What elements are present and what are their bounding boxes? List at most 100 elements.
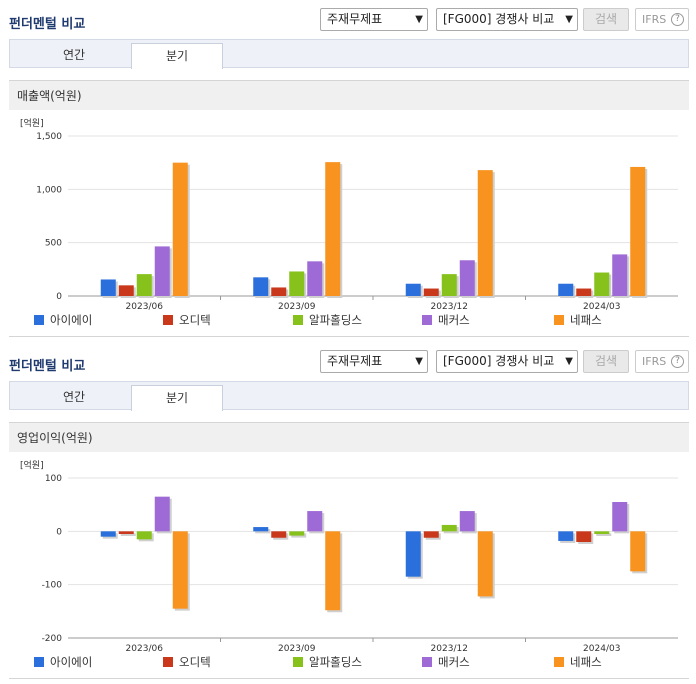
bar — [100, 279, 116, 296]
x-tick-label: 2024/03 — [583, 644, 620, 654]
legend-swatch — [554, 657, 564, 667]
bar — [253, 277, 269, 296]
help-icon: ? — [671, 355, 684, 368]
bar — [423, 288, 439, 296]
bar — [307, 261, 323, 296]
tab-annual[interactable]: 연간 — [62, 390, 86, 404]
bar — [423, 531, 439, 538]
bar — [136, 531, 152, 540]
x-tick-label: 2023/12 — [431, 302, 468, 312]
ifrs-help-button[interactable]: IFRS ? — [635, 350, 689, 373]
bar — [630, 531, 646, 572]
y-tick-label: 1,000 — [36, 185, 62, 195]
chevron-down-icon: ▼ — [565, 356, 573, 367]
legend-swatch — [422, 315, 432, 325]
y-tick-label: 100 — [45, 474, 62, 484]
x-tick-label: 2024/03 — [583, 302, 620, 312]
bar — [154, 246, 170, 296]
bar — [118, 285, 134, 296]
bar — [325, 162, 341, 296]
legend-swatch — [34, 657, 44, 667]
bar — [405, 283, 421, 296]
legend-label: 아이에이 — [50, 655, 92, 669]
search-button[interactable]: 검색 — [583, 8, 629, 31]
legend-label: 아이에이 — [50, 313, 92, 327]
ifrs-help-button[interactable]: IFRS ? — [635, 8, 689, 31]
y-unit-label: [억원] — [20, 117, 44, 129]
tab-quarterly[interactable]: 분기 — [131, 385, 223, 411]
bar — [477, 531, 493, 597]
tab-annual[interactable]: 연간 — [62, 48, 86, 62]
chevron-down-icon: ▼ — [415, 356, 423, 367]
bar — [441, 524, 457, 532]
bar — [154, 496, 170, 532]
bar — [477, 170, 493, 296]
y-tick-label: -100 — [42, 581, 63, 591]
bar — [594, 531, 610, 534]
x-tick-label: 2023/09 — [278, 644, 316, 654]
legend-swatch — [422, 657, 432, 667]
peer-select-value: [FG000] 경쟁사 비교 — [443, 12, 555, 26]
search-button[interactable]: 검색 — [583, 350, 629, 373]
ifrs-label: IFRS — [642, 13, 667, 26]
legend-label: 매커스 — [438, 655, 470, 669]
tab-quarterly[interactable]: 분기 — [131, 43, 223, 69]
legend-label: 오디텍 — [179, 655, 211, 669]
bar — [271, 531, 287, 538]
bar — [612, 254, 628, 296]
statement-select-value: 주재무제표 — [327, 12, 383, 26]
x-tick-label: 2023/09 — [278, 302, 316, 312]
legend-label: 매커스 — [438, 313, 470, 327]
period-tabs: 연간 분기 — [9, 39, 689, 69]
fundamental-section-operating-profit: 펀더멘털 비교 주재무제표 ▼ [FG000] 경쟁사 비교 ▼ 검색 IFRS… — [0, 342, 696, 684]
bar — [253, 527, 269, 532]
bar — [289, 271, 305, 296]
y-unit-label: [억원] — [20, 459, 44, 471]
divider — [9, 678, 689, 679]
statement-select[interactable]: 주재무제표 ▼ — [320, 350, 428, 373]
peer-select-value: [FG000] 경쟁사 비교 — [443, 354, 555, 368]
peer-select[interactable]: [FG000] 경쟁사 비교 ▼ — [436, 350, 578, 373]
bar — [594, 272, 610, 296]
bar — [612, 502, 628, 532]
section-title: 펀더멘털 비교 — [9, 359, 86, 374]
help-icon: ? — [671, 13, 684, 26]
legend-label: 오디텍 — [179, 313, 211, 327]
y-tick-label: 0 — [56, 527, 62, 537]
section-title: 펀더멘털 비교 — [9, 17, 86, 32]
ifrs-label: IFRS — [642, 355, 667, 368]
y-tick-label: -200 — [42, 634, 63, 644]
x-tick-label: 2023/06 — [126, 644, 164, 654]
legend-swatch — [293, 315, 303, 325]
bar — [100, 531, 116, 537]
bar — [271, 287, 287, 296]
legend-label: 알파홀딩스 — [309, 655, 362, 669]
legend-swatch — [34, 315, 44, 325]
x-tick-label: 2023/06 — [126, 302, 164, 312]
bar — [459, 260, 475, 296]
y-tick-label: 0 — [56, 292, 62, 302]
statement-select-value: 주재무제표 — [327, 354, 383, 368]
bar — [558, 283, 574, 296]
bar — [630, 166, 646, 296]
bar — [289, 531, 305, 536]
bar-shadow — [120, 533, 136, 536]
bar — [325, 531, 341, 611]
y-tick-label: 1,500 — [36, 132, 62, 142]
bar — [172, 162, 188, 296]
legend-swatch — [293, 657, 303, 667]
peer-select[interactable]: [FG000] 경쟁사 비교 ▼ — [436, 8, 578, 31]
legend-swatch — [163, 315, 173, 325]
y-tick-label: 500 — [45, 239, 62, 249]
x-tick-label: 2023/12 — [431, 644, 468, 654]
bar-shadow — [596, 533, 612, 536]
legend-swatch — [163, 657, 173, 667]
chevron-down-icon: ▼ — [565, 14, 573, 25]
operating-profit-bar-chart: [억원] -200 -100 0 100 2023/06 2023/09 2023/12 202… — [20, 459, 678, 669]
statement-select[interactable]: 주재무제표 ▼ — [320, 8, 428, 31]
period-tabs: 연간 분기 — [9, 381, 689, 411]
bar — [307, 511, 323, 532]
bar — [441, 274, 457, 296]
bar — [576, 288, 592, 296]
bar — [136, 274, 152, 296]
